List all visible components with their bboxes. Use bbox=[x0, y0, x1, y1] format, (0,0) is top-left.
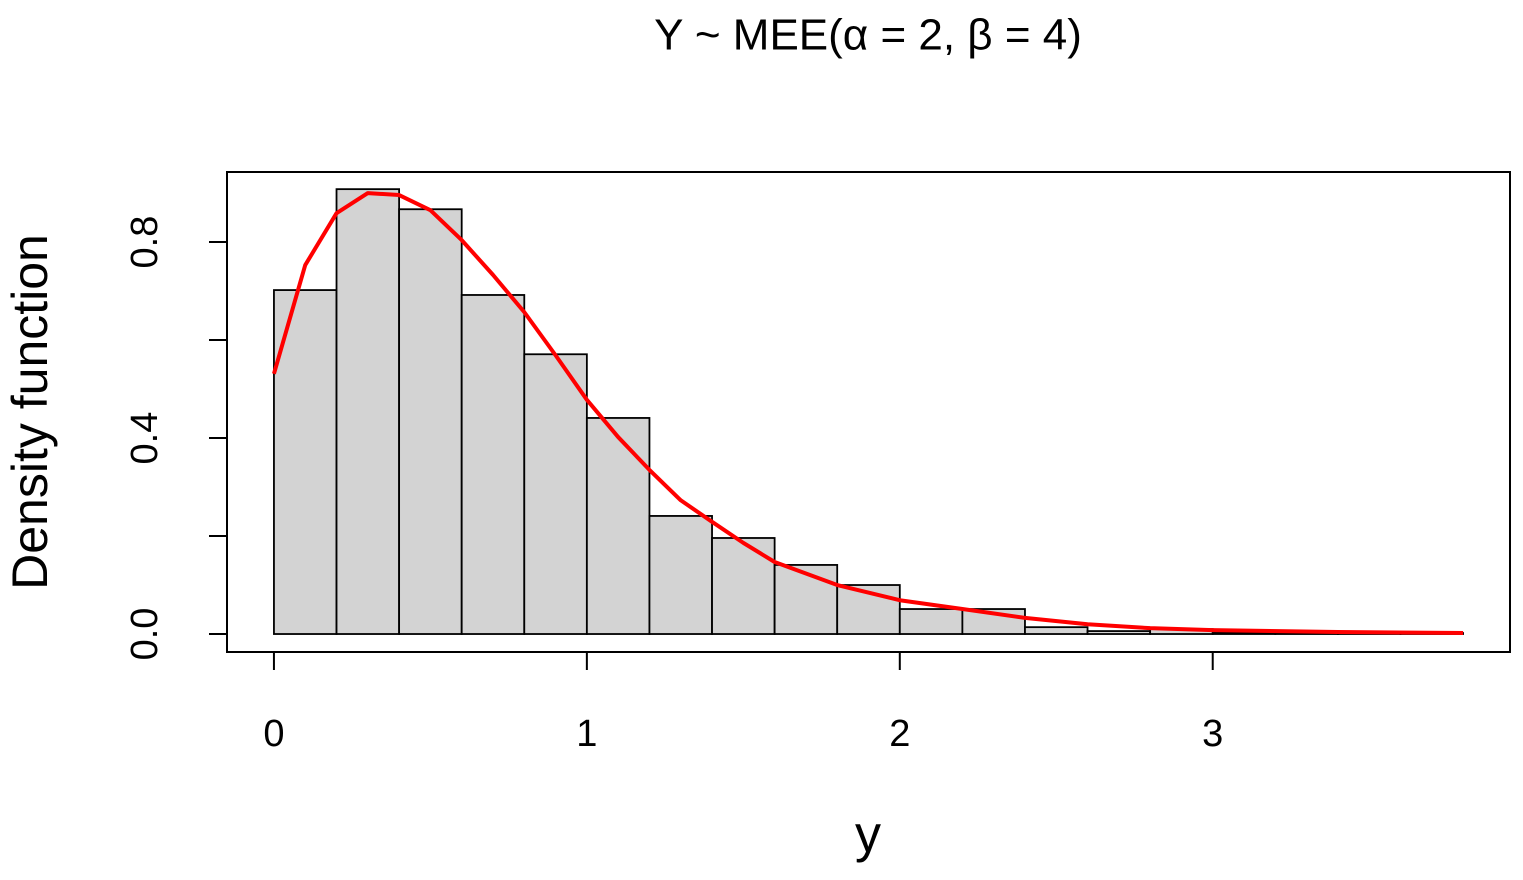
bar bbox=[273, 289, 338, 635]
y-axis-label: Density function bbox=[2, 234, 58, 590]
bar bbox=[585, 417, 651, 635]
x-tick-label: 1 bbox=[576, 713, 597, 755]
bar bbox=[523, 353, 588, 635]
bar bbox=[335, 188, 401, 635]
chart-title: Y ~ MEE(α = 2, β = 4) bbox=[654, 11, 1082, 60]
bar bbox=[460, 294, 526, 635]
bar bbox=[1024, 626, 1089, 635]
x-tick-label: 0 bbox=[263, 713, 284, 755]
y-tick-label: 0.4 bbox=[124, 412, 166, 465]
bar bbox=[711, 537, 776, 635]
y-tick-label: 0.0 bbox=[124, 608, 166, 661]
bar bbox=[398, 208, 463, 635]
x-axis-label: y bbox=[855, 806, 881, 864]
density-curve bbox=[272, 191, 1464, 636]
bar bbox=[898, 608, 964, 635]
y-tick-label: 0.8 bbox=[124, 216, 166, 269]
bar bbox=[648, 515, 713, 635]
x-tick-label: 2 bbox=[889, 713, 910, 755]
bar bbox=[1086, 630, 1152, 635]
x-tick-label: 3 bbox=[1202, 713, 1223, 755]
